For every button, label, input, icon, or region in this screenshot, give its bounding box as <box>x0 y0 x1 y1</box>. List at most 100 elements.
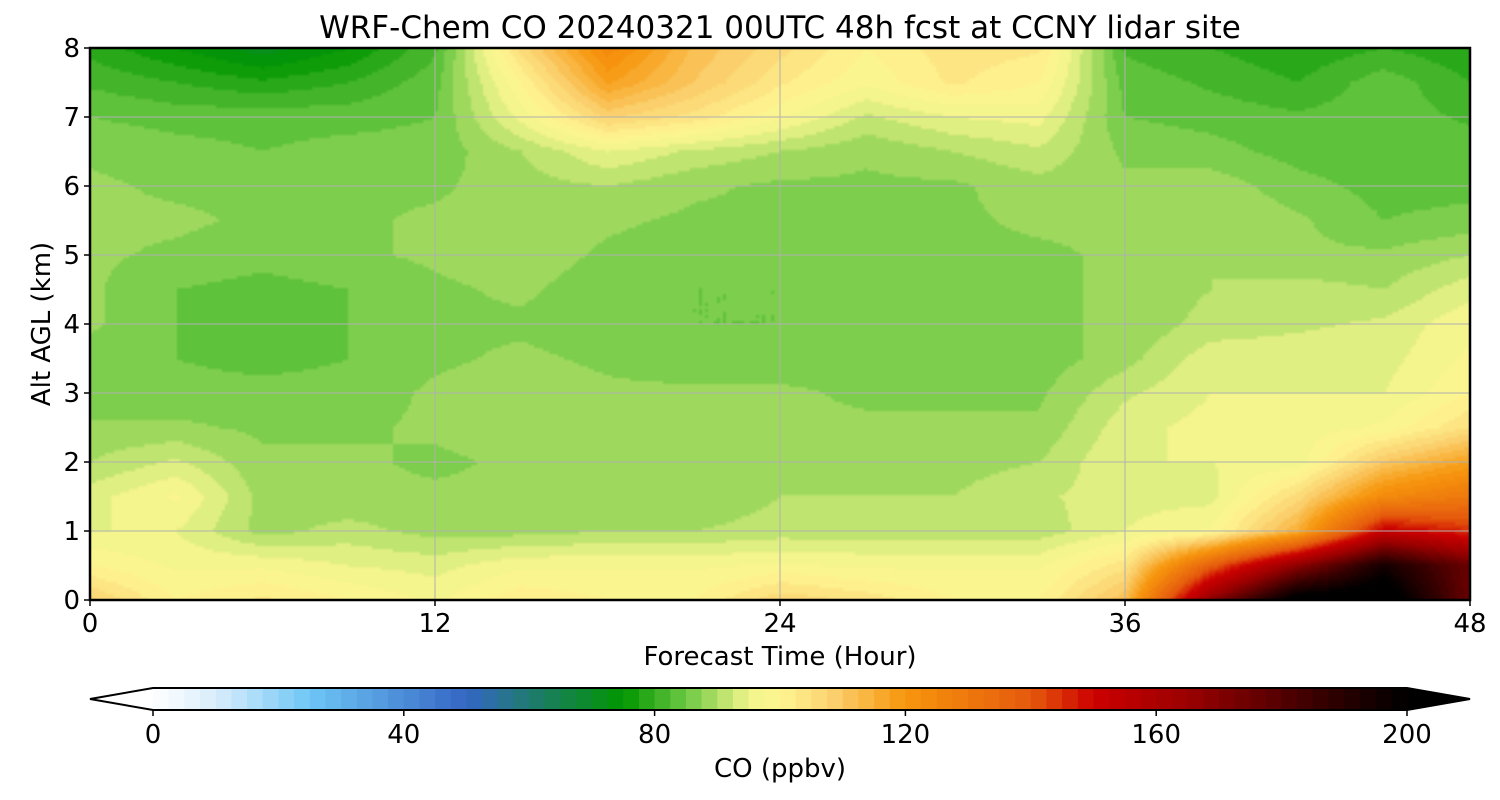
colorbar-segment <box>513 688 530 710</box>
colorbar-segment <box>874 688 891 710</box>
colorbar-segment <box>403 688 421 710</box>
colorbar-segment <box>1171 688 1189 710</box>
colorbar-segment <box>889 688 906 710</box>
colorbar-segment <box>576 688 593 710</box>
colorbar-segment <box>1140 688 1157 710</box>
colorbar-segment <box>1265 688 1283 710</box>
colorbar-segment <box>560 688 577 710</box>
colorbar-segment <box>764 688 781 710</box>
colorbar-segment <box>294 688 311 710</box>
colorbar-segment <box>435 688 452 710</box>
colorbar-ticks: 0 40 80 120 160 200 <box>145 710 1432 750</box>
colorbar-segment <box>1203 688 1220 710</box>
colorbar-segment <box>748 688 765 710</box>
colorbar-segment <box>278 688 295 710</box>
y-tick-label: 0 <box>63 586 80 616</box>
colorbar-segment <box>356 688 374 710</box>
colorbar-tick-label: 120 <box>881 720 931 750</box>
colorbar-segment <box>325 688 342 710</box>
colorbar-segment <box>591 688 609 710</box>
colorbar-tick-label: 0 <box>145 720 162 750</box>
colorbar-segment <box>1015 688 1032 710</box>
colorbar-segment <box>780 688 797 710</box>
colorbar-segment <box>544 688 562 710</box>
colorbar-segment <box>247 688 264 710</box>
colorbar-segment <box>905 688 922 710</box>
colorbar-segment <box>607 688 624 710</box>
colorbar-segment <box>623 688 640 710</box>
colorbar-segment <box>1093 688 1110 710</box>
colorbar-segment <box>936 688 954 710</box>
x-axis-label: Forecast Time (Hour) <box>643 642 916 672</box>
colorbar-segment <box>1250 688 1267 710</box>
colorbar-segment <box>1062 688 1079 710</box>
colorbar-segment <box>497 688 515 710</box>
y-tick-label: 3 <box>63 379 80 409</box>
colorbar-segment <box>858 688 875 710</box>
colorbar-segment <box>309 688 327 710</box>
colorbar-segment <box>685 688 703 710</box>
colorbar-tick-label: 80 <box>638 720 671 750</box>
colorbar-segment <box>372 688 389 710</box>
y-tick-label: 5 <box>63 241 80 271</box>
colorbar-segment <box>215 688 232 710</box>
colorbar-min-extension <box>90 688 153 710</box>
colorbar-segment <box>1359 688 1377 710</box>
colorbar-segment <box>1046 688 1063 710</box>
colorbar-segment <box>811 688 828 710</box>
colorbar-segment <box>184 688 201 710</box>
x-axis-ticks: 0 12 24 36 48 <box>82 600 1487 639</box>
colorbar-segment <box>262 688 279 710</box>
colorbar-segment <box>732 688 750 710</box>
colorbar-segment <box>153 688 170 710</box>
colorbar-segment <box>1187 688 1204 710</box>
y-tick-label: 8 <box>63 34 80 64</box>
colorbar: 0 40 80 120 160 200 <box>89 687 1471 750</box>
y-tick-label: 6 <box>63 172 80 202</box>
colorbar-segment <box>1077 688 1095 710</box>
contour-plot-area <box>88 46 1472 602</box>
grid-lines <box>90 48 1470 600</box>
chart-title: WRF-Chem CO 20240321 00UTC 48h fcst at C… <box>319 10 1241 46</box>
colorbar-segment <box>795 688 812 710</box>
colorbar-segment <box>1109 688 1126 710</box>
colorbar-segment <box>1156 688 1173 710</box>
colorbar-segment <box>983 688 1001 710</box>
colorbar-segment <box>200 688 217 710</box>
x-tick-label: 12 <box>418 609 451 639</box>
y-tick-label: 1 <box>63 517 80 547</box>
colorbar-tick-label: 200 <box>1382 720 1432 750</box>
x-tick-label: 0 <box>82 609 99 639</box>
colorbar-segments <box>90 688 1470 710</box>
x-tick-label: 24 <box>763 609 796 639</box>
colorbar-tick-label: 40 <box>387 720 420 750</box>
colorbar-segment <box>450 688 468 710</box>
colorbar-segment <box>466 688 483 710</box>
colorbar-segment <box>1297 688 1314 710</box>
colorbar-segment <box>827 688 844 710</box>
colorbar-segment <box>341 688 358 710</box>
colorbar-segment <box>419 688 436 710</box>
colorbar-segment <box>1124 688 1142 710</box>
colorbar-segment <box>701 688 718 710</box>
colorbar-segment <box>482 688 499 710</box>
colorbar-segment <box>717 688 734 710</box>
colorbar-segment <box>670 688 687 710</box>
colorbar-segment <box>968 688 985 710</box>
colorbar-max-extension <box>1407 688 1470 710</box>
colorbar-segment <box>1030 688 1048 710</box>
colorbar-segment <box>1328 688 1345 710</box>
colorbar-segment <box>1218 688 1236 710</box>
colorbar-segment <box>999 688 1016 710</box>
colorbar-segment <box>1281 688 1298 710</box>
colorbar-segment <box>1344 688 1361 710</box>
y-tick-label: 2 <box>63 448 80 478</box>
colorbar-segment <box>638 688 656 710</box>
colorbar-segment <box>1391 688 1408 710</box>
colorbar-tick-label: 160 <box>1131 720 1181 750</box>
colorbar-label: CO (ppbv) <box>714 754 846 784</box>
y-axis-ticks: 0 1 2 3 4 5 6 7 8 <box>63 34 90 616</box>
colorbar-segment <box>529 688 546 710</box>
x-tick-label: 36 <box>1108 609 1141 639</box>
colorbar-segment <box>921 688 938 710</box>
